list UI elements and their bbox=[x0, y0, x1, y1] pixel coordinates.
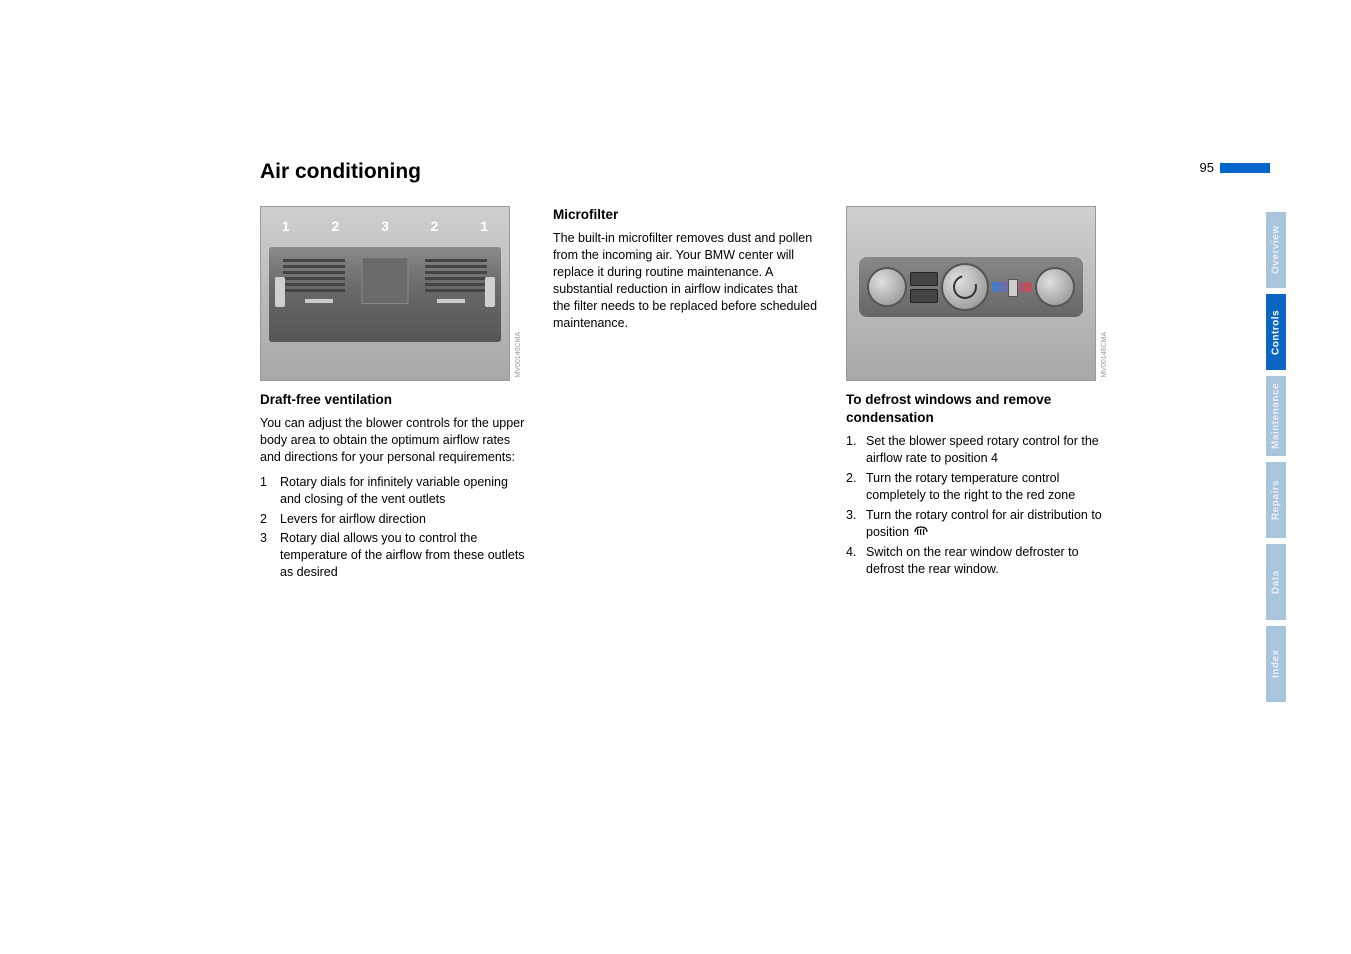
column-draft-free: 1 2 3 2 1 MV00140CMA bbox=[260, 206, 525, 585]
step-text: Turn the rotary temperature control comp… bbox=[866, 470, 1111, 504]
page-number-row: 95 bbox=[1200, 160, 1270, 175]
vent-controls-list: 1Rotary dials for infinitely variable op… bbox=[260, 474, 525, 581]
item-number: 1 bbox=[260, 474, 272, 508]
list-item: 3Rotary dial allows you to control the t… bbox=[260, 530, 525, 581]
tab-repairs[interactable]: Repairs bbox=[1266, 462, 1286, 538]
defrost-icon bbox=[913, 524, 929, 538]
vent-number-row: 1 2 3 2 1 bbox=[261, 217, 509, 236]
vent-lever-left bbox=[305, 299, 333, 303]
list-item: 1.Set the blower speed rotary control fo… bbox=[846, 433, 1111, 467]
vent-rotary-right bbox=[485, 277, 495, 307]
hvac-panel bbox=[859, 257, 1083, 317]
hvac-button bbox=[910, 272, 938, 286]
draft-free-intro: You can adjust the blower controls for t… bbox=[260, 415, 525, 466]
figure-caption: MV00140CMA bbox=[514, 332, 523, 378]
item-number: 2 bbox=[260, 511, 272, 528]
vent-callout-1: 1 bbox=[282, 217, 290, 236]
vent-callout-2: 2 bbox=[331, 217, 339, 236]
item-number: 3 bbox=[260, 530, 272, 581]
vent-lever-right bbox=[437, 299, 465, 303]
list-item: 4.Switch on the rear window defroster to… bbox=[846, 544, 1111, 578]
step-number: 2. bbox=[846, 470, 858, 504]
list-item: 2 Levers for airflow direction bbox=[260, 511, 525, 528]
step-number: 4. bbox=[846, 544, 858, 578]
vent-callout-4: 2 bbox=[431, 217, 439, 236]
list-item: 3. Turn the rotary control for air distri… bbox=[846, 507, 1111, 541]
tab-data[interactable]: Data bbox=[1266, 544, 1286, 620]
draft-free-heading: Draft-free ventilation bbox=[260, 391, 525, 409]
column-defrost: MV00146CMA To defrost windows and remove… bbox=[846, 206, 1111, 585]
tab-controls[interactable]: Controls bbox=[1266, 294, 1286, 370]
hvac-temp-slider bbox=[992, 282, 1032, 292]
list-item: 2.Turn the rotary temperature control co… bbox=[846, 470, 1111, 504]
list-item: 1Rotary dials for infinitely variable op… bbox=[260, 474, 525, 508]
hvac-button-stack bbox=[910, 272, 938, 303]
step-text-inner: Turn the rotary control for air distri­b… bbox=[866, 508, 1102, 539]
hvac-dial-fan bbox=[867, 267, 907, 307]
hvac-figure: MV00146CMA bbox=[846, 206, 1096, 381]
content-columns: 1 2 3 2 1 MV00140CMA bbox=[260, 206, 1140, 585]
figure-caption: MV00146CMA bbox=[1100, 332, 1109, 378]
step-text: Set the blower speed rotary control for … bbox=[866, 433, 1111, 467]
vent-callout-3: 3 bbox=[381, 217, 389, 236]
section-tabs-sidebar: Overview Controls Maintenance Repairs Da… bbox=[1266, 212, 1286, 708]
vent-rotary-left bbox=[275, 277, 285, 307]
defrost-heading: To defrost windows and remove condensati… bbox=[846, 391, 1111, 427]
column-microfilter: Microfilter The built-in microfilter rem… bbox=[553, 206, 818, 585]
step-text: Switch on the rear window defroster to d… bbox=[866, 544, 1111, 578]
item-text: Levers for airflow direction bbox=[280, 511, 426, 528]
defrost-steps-list: 1.Set the blower speed rotary control fo… bbox=[846, 433, 1111, 577]
manual-page: 95 Air conditioning 1 2 3 2 1 bbox=[260, 160, 1140, 585]
microfilter-heading: Microfilter bbox=[553, 206, 818, 224]
hvac-button bbox=[910, 289, 938, 303]
hvac-dial-temp bbox=[1035, 267, 1075, 307]
vent-slats-left bbox=[283, 259, 345, 299]
step-text: Turn the rotary control for air distri­b… bbox=[866, 507, 1111, 541]
tab-maintenance[interactable]: Maintenance bbox=[1266, 376, 1286, 456]
page-number: 95 bbox=[1200, 160, 1214, 175]
vent-callout-5: 1 bbox=[480, 217, 488, 236]
page-number-bar bbox=[1220, 163, 1270, 173]
page-title: Air conditioning bbox=[260, 160, 1140, 184]
step-number: 1. bbox=[846, 433, 858, 467]
tab-index[interactable]: Index bbox=[1266, 626, 1286, 702]
vent-slats-right bbox=[425, 259, 487, 299]
vent-figure: 1 2 3 2 1 MV00140CMA bbox=[260, 206, 510, 381]
microfilter-body: The built-in microfilter removes dust an… bbox=[553, 230, 818, 331]
step-number: 3. bbox=[846, 507, 858, 541]
tab-overview[interactable]: Overview bbox=[1266, 212, 1286, 288]
item-text: Rotary dial allows you to control the te… bbox=[280, 530, 525, 581]
hvac-dial-mode bbox=[941, 263, 989, 311]
item-text: Rotary dials for infinitely variable ope… bbox=[280, 474, 525, 508]
vent-center-dial bbox=[362, 257, 409, 304]
